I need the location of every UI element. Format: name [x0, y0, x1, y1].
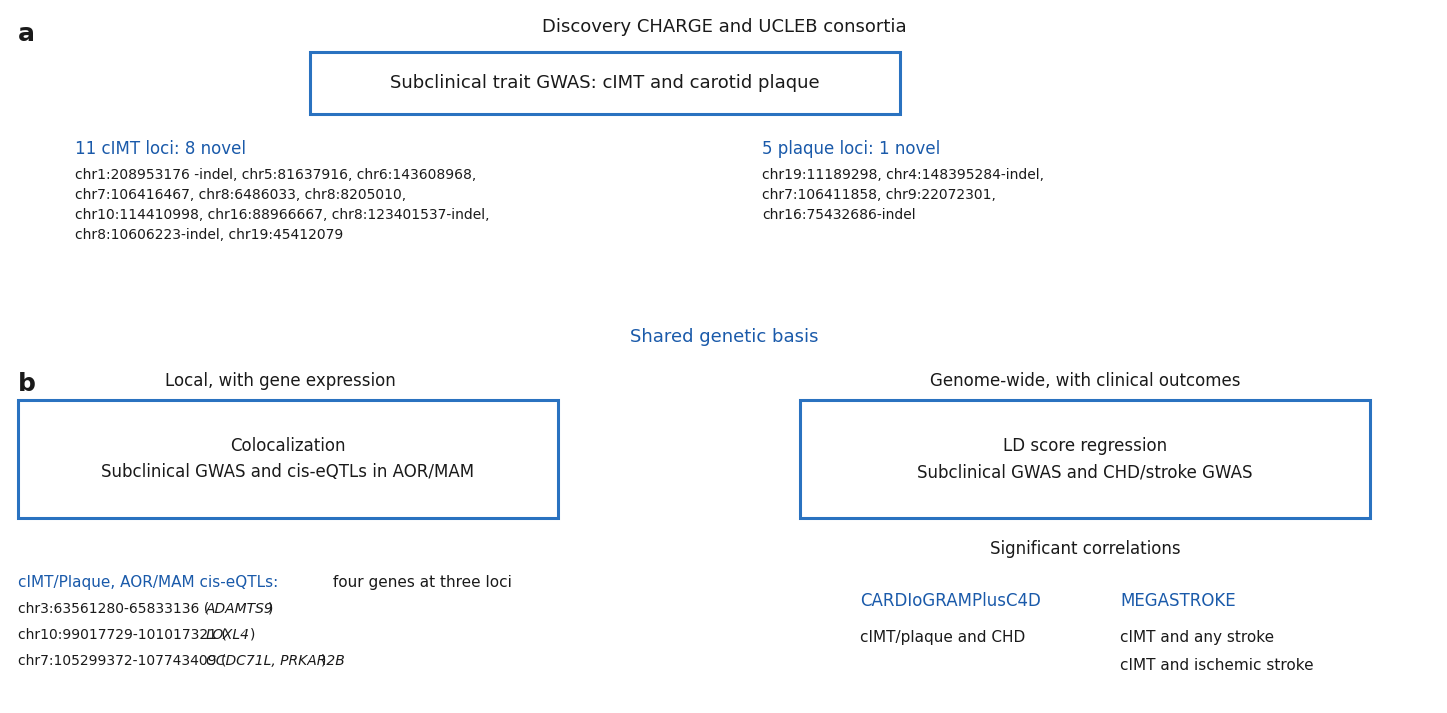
- Text: cIMT/Plaque, AOR/MAM cis-eQTLs:: cIMT/Plaque, AOR/MAM cis-eQTLs:: [17, 575, 278, 590]
- Text: Colocalization
Subclinical GWAS and cis-eQTLs in AOR/MAM: Colocalization Subclinical GWAS and cis-…: [101, 437, 475, 481]
- Text: b: b: [17, 372, 36, 396]
- Text: Discovery CHARGE and UCLEB consortia: Discovery CHARGE and UCLEB consortia: [541, 18, 906, 36]
- Text: MEGASTROKE: MEGASTROKE: [1120, 592, 1236, 610]
- Text: 11 cIMT loci: 8 novel: 11 cIMT loci: 8 novel: [75, 140, 246, 158]
- Text: ): ): [268, 602, 273, 616]
- Text: a: a: [17, 22, 35, 46]
- Text: Local, with gene expression: Local, with gene expression: [165, 372, 395, 390]
- Text: LOXL4: LOXL4: [205, 628, 250, 642]
- Text: cIMT and any stroke: cIMT and any stroke: [1120, 630, 1275, 645]
- FancyBboxPatch shape: [17, 400, 559, 518]
- Text: ): ): [250, 628, 255, 642]
- Text: Subclinical trait GWAS: cIMT and carotid plaque: Subclinical trait GWAS: cIMT and carotid…: [391, 74, 820, 92]
- Text: ): ): [321, 654, 327, 668]
- Text: chr3:63561280-65833136 (: chr3:63561280-65833136 (: [17, 602, 210, 616]
- Text: cIMT/plaque and CHD: cIMT/plaque and CHD: [860, 630, 1026, 645]
- FancyBboxPatch shape: [310, 52, 900, 114]
- Text: chr7:105299372-107743409 (: chr7:105299372-107743409 (: [17, 654, 226, 668]
- Text: Significant correlations: Significant correlations: [990, 540, 1181, 558]
- Text: Genome-wide, with clinical outcomes: Genome-wide, with clinical outcomes: [930, 372, 1240, 390]
- Text: 5 plaque loci: 1 novel: 5 plaque loci: 1 novel: [763, 140, 941, 158]
- Text: four genes at three loci: four genes at three loci: [328, 575, 512, 590]
- Text: CCDC71L, PRKAR2B: CCDC71L, PRKAR2B: [205, 654, 344, 668]
- Text: cIMT and ischemic stroke: cIMT and ischemic stroke: [1120, 658, 1314, 673]
- Text: Shared genetic basis: Shared genetic basis: [629, 328, 818, 346]
- Text: CARDIoGRAMPlusC4D: CARDIoGRAMPlusC4D: [860, 592, 1040, 610]
- Text: chr19:11189298, chr4:148395284-indel,
chr7:106411858, chr9:22072301,
chr16:75432: chr19:11189298, chr4:148395284-indel, ch…: [763, 168, 1043, 222]
- Text: LD score regression
Subclinical GWAS and CHD/stroke GWAS: LD score regression Subclinical GWAS and…: [917, 437, 1253, 481]
- Text: ADAMTS9: ADAMTS9: [205, 602, 273, 616]
- Text: chr10:99017729-101017321 (: chr10:99017729-101017321 (: [17, 628, 227, 642]
- FancyBboxPatch shape: [800, 400, 1370, 518]
- Text: chr1:208953176 -indel, chr5:81637916, chr6:143608968,
chr7:106416467, chr8:64860: chr1:208953176 -indel, chr5:81637916, ch…: [75, 168, 489, 242]
